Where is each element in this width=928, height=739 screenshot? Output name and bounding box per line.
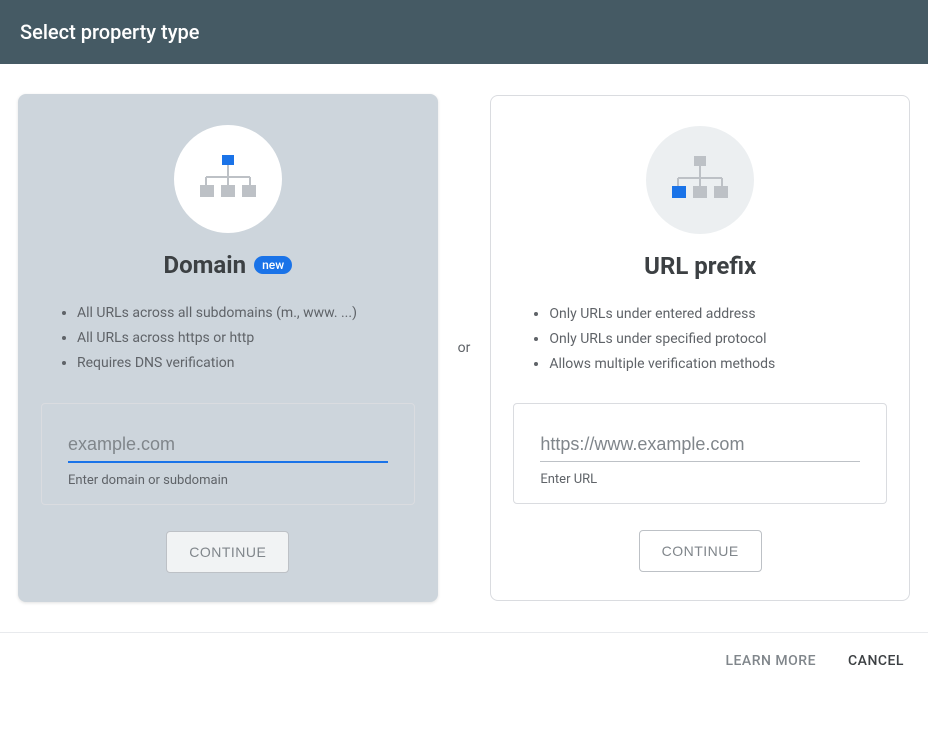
domain-title-row: Domain new <box>164 251 293 279</box>
list-item: Only URLs under specified protocol <box>549 327 887 352</box>
cancel-button[interactable]: CANCEL <box>848 653 904 669</box>
urlprefix-features-list: Only URLs under entered address Only URL… <box>513 302 887 378</box>
domain-card-title: Domain <box>164 251 247 279</box>
urlprefix-title-row: URL prefix <box>644 252 756 280</box>
dialog-header: Select property type <box>0 0 928 64</box>
list-item: Allows multiple verification methods <box>549 352 887 377</box>
domain-icon-circle <box>174 125 282 233</box>
domain-features-list: All URLs across all subdomains (m., www.… <box>41 301 415 377</box>
list-item: All URLs across https or http <box>77 326 415 351</box>
domain-input-box: Enter domain or subdomain <box>41 403 415 505</box>
domain-input-helper: Enter domain or subdomain <box>68 473 388 488</box>
urlprefix-icon-circle <box>646 126 754 234</box>
urlprefix-continue-button[interactable]: CONTINUE <box>639 530 762 572</box>
urlprefix-card-title: URL prefix <box>644 252 756 280</box>
urlprefix-card[interactable]: URL prefix Only URLs under entered addre… <box>490 95 910 602</box>
urlprefix-input-helper: Enter URL <box>540 472 860 487</box>
list-item: Only URLs under entered address <box>549 302 887 327</box>
domain-continue-button[interactable]: CONTINUE <box>166 531 289 573</box>
dialog-footer: LEARN MORE CANCEL <box>0 632 928 689</box>
list-item: All URLs across all subdomains (m., www.… <box>77 301 415 326</box>
domain-card[interactable]: Domain new All URLs across all subdomain… <box>18 94 438 602</box>
urlprefix-input-box: Enter URL <box>513 403 887 504</box>
sitemap-icon <box>668 154 732 206</box>
dialog-content: Domain new All URLs across all subdomain… <box>0 64 928 632</box>
list-item: Requires DNS verification <box>77 351 415 376</box>
sitemap-icon <box>196 153 260 205</box>
learn-more-link[interactable]: LEARN MORE <box>725 653 816 669</box>
dialog-title: Select property type <box>20 20 199 44</box>
domain-input[interactable] <box>68 428 388 463</box>
new-badge: new <box>254 256 292 274</box>
urlprefix-input[interactable] <box>540 428 860 462</box>
or-divider: or <box>458 340 471 356</box>
